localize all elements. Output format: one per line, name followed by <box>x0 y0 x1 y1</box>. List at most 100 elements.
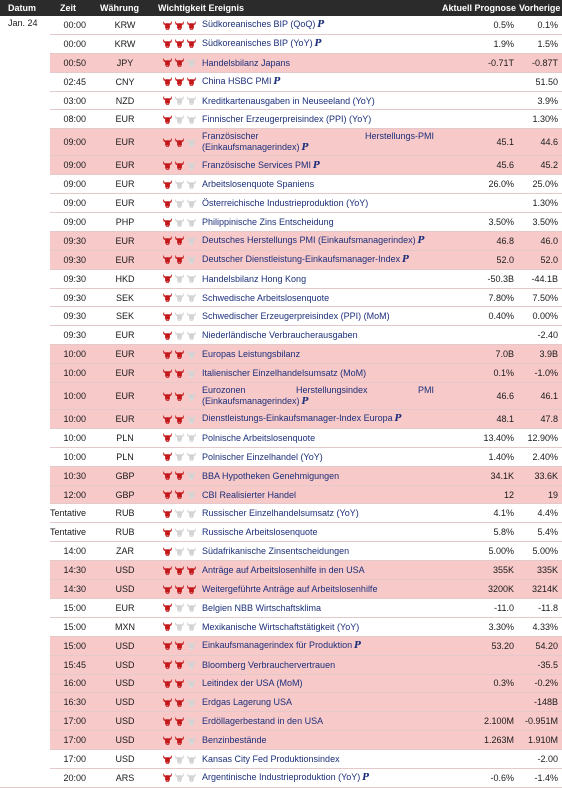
event-name[interactable]: Französische Services PMI P <box>199 155 436 176</box>
event-row[interactable]: Jan. 24 00:00 KRW Südkoreanisches BIP (QoQ)… <box>0 16 562 788</box>
event-name-text[interactable]: Deutscher Dienstleistung-Einkaufsmanager… <box>202 254 401 265</box>
event-name-text[interactable]: BBA Hypotheken Genehmigungen <box>202 470 340 481</box>
header-actual-forecast[interactable]: Aktuell Prognose <box>436 0 519 16</box>
event-name-text[interactable]: Südafrikanische Zinsentscheidungen <box>202 546 350 557</box>
event-name[interactable]: Erdöllagerbestand in den USA <box>199 711 436 732</box>
event-row[interactable]: 09:00 EUR Französische Services PMI P 45.6 45… <box>0 155 562 176</box>
event-row[interactable]: 02:45 CNY China HSBC PMI P 51.50 <box>0 72 562 92</box>
event-name[interactable]: Polnischer Einzelhandel (YoY) <box>199 447 436 467</box>
event-name-text[interactable]: Eurozonen Herstellungsindex PMI (Einkauf… <box>202 384 434 407</box>
event-row[interactable]: 16:00 USD Leitindex der USA (MoM) 0.3% -0.2% <box>0 674 562 694</box>
event-row[interactable]: 10:00 EUR Europas Leistungsbilanz 7.0B 3.9B <box>0 344 562 365</box>
event-row[interactable]: 03:00 NZD Kreditkartenausgaben in Neuseela… <box>0 91 562 111</box>
event-row[interactable]: 10:00 PLN Polnische Arbeitslosenquote 13.40… <box>0 428 562 448</box>
event-name[interactable]: Argentinische Industrieproduktion (YoY) P <box>199 768 436 788</box>
event-row[interactable]: 15:00 EUR Belgien NBB Wirtschaftsklima -11.… <box>0 598 562 618</box>
header-previous[interactable]: Vorherige <box>518 0 562 16</box>
event-row[interactable]: 12:00 GBP CBI Realisierter Handel 12 19 <box>0 485 562 505</box>
event-name[interactable]: Schwedische Arbeitslosenquote <box>199 288 436 308</box>
event-row[interactable]: Tentative RUB Russischer Einzelhandelsumsa… <box>0 503 562 524</box>
header-time[interactable]: Zeit <box>50 0 92 16</box>
event-name[interactable]: Deutsches Herstellungs PMI (Einkaufsmana… <box>199 231 436 251</box>
event-name[interactable]: Europas Leistungsbilanz <box>199 344 436 365</box>
event-row[interactable]: 09:30 SEK Schwedische Arbeitslosenquote 7.8… <box>0 288 562 308</box>
event-row[interactable]: 09:30 EUR Niederländische Verbraucherausga… <box>0 325 562 346</box>
event-name[interactable]: Südkoreanisches BIP (QoQ) P <box>199 16 436 35</box>
header-event[interactable]: Ereignis <box>208 3 244 13</box>
event-name[interactable]: Handelsbilanz Japans <box>199 53 436 73</box>
event-name[interactable]: Philippinische Zins Entscheidung <box>199 212 436 232</box>
event-row[interactable]: 09:30 SEK Schwedischer Erzeugerpreisindex … <box>0 306 562 327</box>
event-name-text[interactable]: Benzinbestände <box>202 735 267 746</box>
event-name[interactable]: Anträge auf Arbeitslosenhilfe in den USA <box>199 560 436 581</box>
event-row[interactable]: 10:30 GBP BBA Hypotheken Genehmigungen 34.1… <box>0 466 562 486</box>
event-name-text[interactable]: Argentinische Industrieproduktion (YoY) <box>202 772 361 783</box>
event-name-text[interactable]: Philippinische Zins Entscheidung <box>202 216 334 227</box>
event-name-text[interactable]: Kansas City Fed Produktionsindex <box>202 754 340 764</box>
event-row[interactable]: 09:00 EUR Arbeitslosenquote Spaniens 26.0% 2… <box>0 174 562 195</box>
event-row[interactable]: 09:30 HKD Handelsbilanz Hong Kong -50.3B -44… <box>0 269 562 289</box>
event-name[interactable]: Weitergeführte Anträge auf Arbeitslosenh… <box>199 579 436 599</box>
event-name-text[interactable]: Erdgas Lagerung USA <box>202 697 293 708</box>
event-row[interactable]: 15:00 USD Einkaufsmanagerindex für Produkt… <box>0 636 562 656</box>
event-row[interactable]: 17:00 USD Erdöllagerbestand in den USA 2.10… <box>0 711 562 732</box>
event-name-text[interactable]: Polnische Arbeitslosenquote <box>202 432 316 443</box>
event-name-text[interactable]: Bloomberg Verbrauchervertrauen <box>202 659 336 670</box>
event-name-text[interactable]: Südkoreanisches BIP (QoQ) <box>202 19 316 30</box>
event-row[interactable]: Tentative RUB Russische Arbeitslosenquote 5… <box>0 522 562 543</box>
event-name-text[interactable]: Leitindex der USA (MoM) <box>202 678 303 689</box>
event-row[interactable]: 10:00 PLN Polnischer Einzelhandel (YoY) 1.4… <box>0 447 562 467</box>
event-row[interactable]: 20:00 ARS Argentinische Industrieproduktio… <box>0 768 562 788</box>
header-currency[interactable]: Währung <box>92 0 158 16</box>
event-name-text[interactable]: Französischer Herstellungs-PMI (Einkaufs… <box>202 130 434 153</box>
event-row[interactable]: 09:30 EUR Deutsches Herstellungs PMI (Eink… <box>0 231 562 251</box>
event-name-text[interactable]: China HSBC PMI <box>202 76 272 87</box>
event-row[interactable]: 15:45 USD Bloomberg Verbrauchervertrauen -3… <box>0 655 562 675</box>
event-row[interactable]: 14:00 ZAR Südafrikanische Zinsentscheidung… <box>0 541 562 562</box>
event-name-text[interactable]: Südkoreanisches BIP (YoY) <box>202 38 313 49</box>
event-name-text[interactable]: Schwedische Arbeitslosenquote <box>202 292 330 303</box>
event-name[interactable]: Kansas City Fed Produktionsindex <box>199 749 436 769</box>
event-row[interactable]: 10:00 EUR Dienstleistungs-Einkaufsmanager-… <box>0 409 562 429</box>
event-row[interactable]: 15:00 MXN Mexikanische Wirtschaftstätigkei… <box>0 617 562 637</box>
event-name[interactable]: Belgien NBB Wirtschaftsklima <box>199 598 436 618</box>
event-row[interactable]: 00:00 KRW Südkoreanisches BIP (YoY) P 1.9% 1.… <box>0 34 562 54</box>
event-row[interactable]: 17:00 USD Kansas City Fed Produktionsindex… <box>0 749 562 769</box>
event-name-text[interactable]: Schwedischer Erzeugerpreisindex (PPI) (M… <box>202 311 390 322</box>
event-name-text[interactable]: Russischer Einzelhandelsumsatz (YoY) <box>202 508 359 519</box>
event-row[interactable]: 10:00 EUR Italienischer Einzelhandelsumsat… <box>0 363 562 384</box>
event-name[interactable]: Einkaufsmanagerindex für Produktion P <box>199 636 436 656</box>
event-name[interactable]: Russischer Einzelhandelsumsatz (YoY) <box>199 503 436 524</box>
event-name[interactable]: Leitindex der USA (MoM) <box>199 674 436 694</box>
event-row[interactable]: 09:00 EUR Französischer Herstellungs-PMI (… <box>0 128 562 157</box>
event-row[interactable]: 14:30 USD Anträge auf Arbeitslosenhilfe in… <box>0 560 562 581</box>
event-name[interactable]: Handelsbilanz Hong Kong <box>199 269 436 289</box>
event-name[interactable]: Deutscher Dienstleistung-Einkaufsmanager… <box>199 250 436 270</box>
event-name-text[interactable]: Mexikanische Wirtschaftstätigkeit (YoY) <box>202 621 360 632</box>
event-row[interactable]: 09:30 EUR Deutscher Dienstleistung-Einkauf… <box>0 250 562 270</box>
header-actual[interactable]: Aktuell <box>441 3 472 13</box>
event-name[interactable]: Südafrikanische Zinsentscheidungen <box>199 541 436 562</box>
event-name[interactable]: Schwedischer Erzeugerpreisindex (PPI) (M… <box>199 306 436 327</box>
header-importance[interactable]: Wichtigkeit <box>158 3 206 13</box>
event-name[interactable]: Niederländische Verbraucherausgaben <box>199 325 436 346</box>
event-name[interactable]: Italienischer Einzelhandelsumsatz (MoM) <box>199 363 436 384</box>
event-name-text[interactable]: Kreditkartenausgaben in Neuseeland (YoY) <box>202 95 375 106</box>
event-name[interactable]: Russische Arbeitslosenquote <box>199 522 436 543</box>
event-row[interactable]: 00:50 JPY Handelsbilanz Japans -0.71T -0.87T <box>0 53 562 73</box>
event-name[interactable]: Finnischer Erzeugerpreisindex (PPI) (YoY… <box>199 109 436 130</box>
event-row[interactable]: 17:00 USD Benzinbestände 1.263M 1.910M <box>0 730 562 751</box>
event-row[interactable]: 10:00 EUR Eurozonen Herstellungsindex PMI … <box>0 382 562 411</box>
event-name-text[interactable]: Dienstleistungs-Einkaufsmanager-Index Eu… <box>202 413 393 424</box>
event-row[interactable]: 09:00 EUR Österreichische Industrieprodukt… <box>0 193 562 214</box>
event-name-text[interactable]: Weitergeführte Anträge auf Arbeitslosenh… <box>202 583 378 594</box>
event-name[interactable]: BBA Hypotheken Genehmigungen <box>199 466 436 486</box>
event-name[interactable]: Südkoreanisches BIP (YoY) P <box>199 34 436 54</box>
event-name[interactable]: Österreichische Industrieproduktion (YoY… <box>199 193 436 214</box>
event-name-text[interactable]: Französische Services PMI <box>202 159 312 170</box>
event-row[interactable]: 16:30 USD Erdgas Lagerung USA -148B <box>0 692 562 713</box>
header-date[interactable]: Datum <box>0 0 50 16</box>
event-name-text[interactable]: Italienischer Einzelhandelsumsatz (MoM) <box>202 368 367 379</box>
event-name-text[interactable]: CBI Realisierter Handel <box>202 489 297 500</box>
header-importance-event[interactable]: Wichtigkeit Ereignis <box>158 0 436 16</box>
